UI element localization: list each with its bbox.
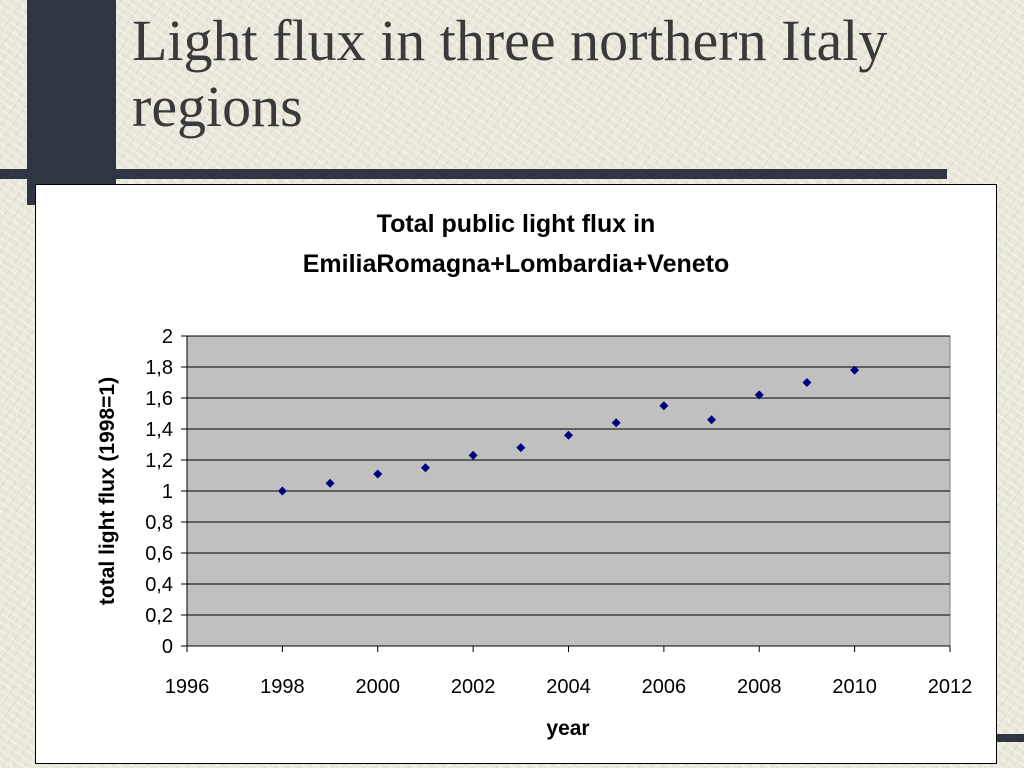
data-point — [850, 365, 860, 375]
y-tick-label: 0,6 — [145, 543, 173, 565]
y-tick-label: 1 — [162, 481, 173, 503]
slide-title: Light flux in three northern Italy regio… — [132, 8, 888, 139]
data-point — [277, 486, 287, 496]
x-tick-label: 2002 — [451, 676, 496, 698]
chart-title-line: Total public light flux in — [377, 210, 656, 238]
x-tick-label: 2012 — [928, 676, 973, 698]
y-tick-label: 1,2 — [145, 450, 173, 472]
top-divider-bar — [0, 169, 947, 179]
data-point — [373, 469, 383, 479]
data-point — [611, 418, 621, 428]
chart-container: Total public light flux in EmiliaRomagna+… — [35, 184, 997, 764]
data-point — [420, 463, 430, 473]
data-point — [802, 378, 812, 387]
y-tick-label: 2 — [162, 326, 173, 348]
chart-title-line: EmiliaRomagna+Lombardia+Veneto — [303, 250, 730, 278]
data-point — [325, 478, 335, 488]
data-point — [659, 401, 669, 411]
data-point — [754, 390, 764, 400]
y-tick-label: 0,8 — [145, 512, 173, 534]
data-point — [564, 430, 573, 440]
y-tick-label: 0,4 — [145, 574, 173, 596]
y-tick-label: 1,4 — [145, 419, 173, 441]
y-tick-label: 1,6 — [145, 388, 173, 410]
x-tick-label: 2010 — [832, 676, 877, 698]
x-tick-label: 2004 — [546, 676, 591, 698]
y-tick-label: 0 — [162, 636, 173, 658]
x-axis-label: year — [546, 717, 589, 740]
x-tick-label: 2008 — [737, 676, 782, 698]
x-tick-label: 2006 — [642, 676, 687, 698]
x-tick-label: 1998 — [260, 676, 305, 698]
x-tick-label: 1996 — [165, 676, 210, 698]
scatter-chart: Total public light flux in EmiliaRomagna+… — [96, 210, 973, 740]
y-tick-label: 0,2 — [145, 605, 173, 627]
x-tick-label: 2000 — [356, 676, 401, 698]
bottom-right-bar — [994, 734, 1024, 742]
data-point — [707, 415, 717, 425]
y-tick-label: 1,8 — [145, 357, 173, 379]
data-point — [516, 443, 526, 453]
data-point — [468, 450, 478, 460]
y-axis-label: total light flux (1998=1) — [96, 377, 119, 605]
